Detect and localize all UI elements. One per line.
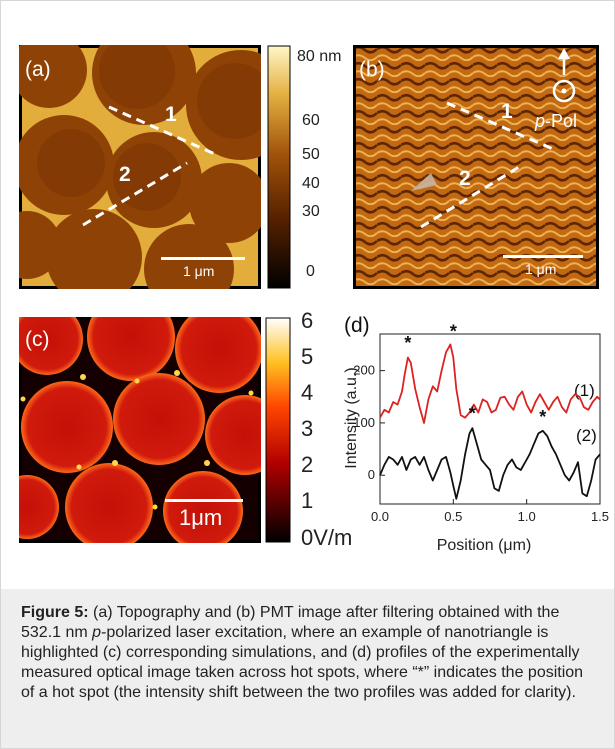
panel-d-label: (d) [344,314,370,337]
plot-frame [379,333,601,505]
y-tick-label-0: 0 [368,467,375,482]
topo-tick-30: 30 [302,203,320,220]
topography-colorbar-gradient [267,45,291,289]
field-tick-1: 1 [301,488,314,513]
panel-a-topography: (a) 1 2 1 μm [19,45,261,289]
y-tick-label-2: 200 [353,363,375,378]
caption-text-1: (a) Topography and (b) PMT image after f… [21,604,560,641]
series-2-line [379,427,601,500]
field-tick-6: 6 [301,308,314,333]
panel-d-profile-chart: (d) Intensity (a.u.) Position (μm) (1) (… [343,314,609,554]
topography-image [19,45,261,289]
figure-5: (a) 1 2 1 μm 80 nm 60 [1,1,614,564]
panel-b-label: (b) [359,58,385,81]
panel-b-pmt-image: (b) 1 2 1 μm p-Pol [353,45,599,289]
topo-tick-40: 40 [302,175,320,192]
y-tick-label-1: 100 [353,415,375,430]
profile-label-2: 2 [119,163,131,186]
caption-lead: Figure 5: [21,604,89,621]
field-colorbar-gradient [265,317,291,543]
field-tick-0: 0V/m [301,525,353,550]
topo-tick-80: 80 nm [297,48,342,65]
polarization-suffix: -Pol [545,111,578,131]
topo-tick-50: 50 [302,146,320,163]
peak-marker-3: * [469,404,476,424]
field-colorbar [265,317,291,543]
caption-box: Figure 5: (a) Topography and (b) PMT ima… [1,589,614,748]
x-tick-label-1: 0.5 [444,509,462,524]
series-1-label: (1) [574,381,595,400]
panel-c-label: (c) [25,328,50,351]
field-tick-4: 4 [301,380,314,405]
profile-label-1-b: 1 [501,100,513,123]
profile-label-2-b: 2 [459,167,471,190]
caption-italic-p: p [92,624,102,641]
polarization-p: p [535,111,546,131]
scale-bar-label-b: 1 μm [525,261,557,277]
profile-label-1: 1 [165,103,177,126]
field-tick-5: 5 [301,344,314,369]
y-axis-title: Intensity (a.u.) [343,367,360,468]
field-tick-2: 2 [301,452,314,477]
scale-bar-label: 1 μm [183,263,215,279]
topo-tick-0: 0 [306,263,315,280]
topo-tick-60: 60 [302,112,320,129]
field-tick-3: 3 [301,416,314,441]
x-tick-label-3: 1.5 [591,509,609,524]
figure-caption: Figure 5: (a) Topography and (b) PMT ima… [21,603,597,703]
peak-marker-1: * [404,333,411,353]
pmt-image [356,48,596,286]
series-2-label: (2) [576,426,597,445]
panel-c-simulation: (c) 1μm [19,317,261,543]
peak-marker-2: * [450,321,457,341]
polarization-label: p-Pol [535,111,577,132]
topography-colorbar [267,45,291,289]
peak-marker-4: * [539,407,546,427]
simulation-image [19,317,261,543]
caption-text-2: -polarized laser excitation, where an ex… [21,624,584,701]
panel-a-label: (a) [25,58,51,81]
series-1-line [379,343,601,424]
x-axis-title: Position (μm) [437,537,532,554]
x-tick-label-0: 0.0 [371,509,389,524]
x-tick-label-2: 1.0 [518,509,536,524]
scale-bar-label-c: 1μm [179,505,223,530]
chart-plot-area: 0.0 0.5 1.0 1.5 0 100 200 * * * * [353,321,609,524]
